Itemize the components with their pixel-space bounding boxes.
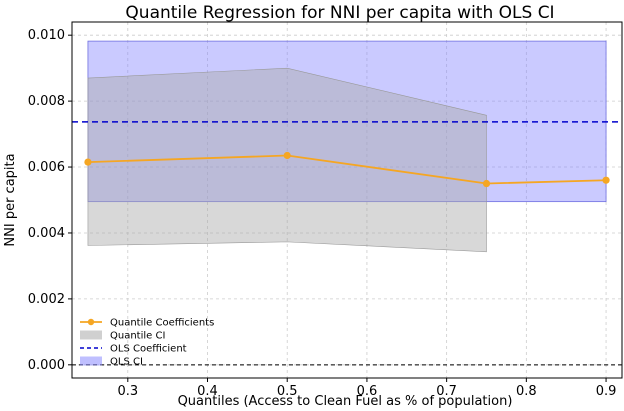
quantile-coefficient-point <box>84 158 92 166</box>
legend-quantile-ci: Quantile CI <box>80 330 165 342</box>
legend-marker <box>87 318 95 326</box>
confidence-bands <box>87 40 607 253</box>
y-tick-label: 0.004 <box>28 226 65 241</box>
x-axis-label: Quantiles (Access to Clean Fuel as % of … <box>178 394 513 409</box>
y-tick-label: 0.006 <box>28 160 65 175</box>
quantile-coefficient-point <box>482 179 491 188</box>
quantile-coefficients-line <box>87 154 607 185</box>
y-tick-label: 0.008 <box>28 94 65 109</box>
legend: Quantile Coefficients Quantile CI OLS Coef… <box>80 318 214 368</box>
x-tick-label: 0.6 <box>357 384 378 399</box>
legend-swatch <box>80 330 102 340</box>
legend-label: OLS CI <box>110 357 143 368</box>
x-tick-label: 0.7 <box>436 384 457 399</box>
legend-ols-coefficient: OLS Coefficient <box>80 344 187 355</box>
x-tick-label: 0.4 <box>197 384 218 399</box>
legend-swatch <box>80 356 102 366</box>
y-axis-label: NNI per capita <box>3 153 18 246</box>
x-tick-label: 0.8 <box>516 384 537 399</box>
x-tick-label: 0.5 <box>277 384 298 399</box>
grid <box>72 22 622 378</box>
y-tick-label: 0.010 <box>28 28 65 43</box>
axis-ticks: 0.3 0.4 0.5 0.6 0.7 0.8 0.9 0.000 0.002 0.004 0.00… <box>28 28 617 399</box>
legend-label: Quantile Coefficients <box>110 318 214 329</box>
legend-label: OLS Coefficient <box>110 344 187 355</box>
quantile-ci-band <box>87 67 487 253</box>
y-tick-label: 0.000 <box>28 358 65 373</box>
legend-label: Quantile CI <box>110 331 165 342</box>
y-tick-label: 0.002 <box>28 292 65 307</box>
x-tick-label: 0.3 <box>117 384 138 399</box>
chart-title: Quantile Regression for NNI per capita w… <box>125 3 554 23</box>
plot-frame <box>71 21 623 379</box>
legend-quantile-coefficients: Quantile Coefficients <box>80 318 214 329</box>
quantile-coefficient-point <box>283 151 291 160</box>
legend-ols-ci: OLS CI <box>80 356 143 368</box>
x-tick-label: 0.9 <box>596 384 617 399</box>
quantile-coefficient-point <box>602 176 610 184</box>
lines <box>72 121 622 366</box>
